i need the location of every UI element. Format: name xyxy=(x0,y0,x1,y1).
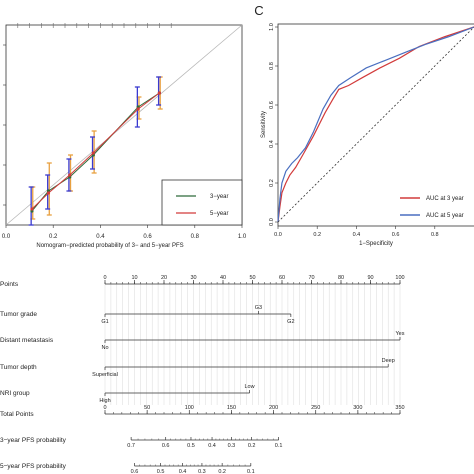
tick-label: 200 xyxy=(269,405,278,411)
ideal-line xyxy=(5,24,243,226)
legend-box xyxy=(161,179,243,226)
tick-label: 70 xyxy=(308,275,314,281)
probability-label: 0.2 xyxy=(248,443,256,449)
category-label: Superficial xyxy=(92,372,118,378)
probability-label: 0.2 xyxy=(218,469,226,474)
category-label: G3 xyxy=(255,305,262,311)
category-label: G1 xyxy=(101,319,108,325)
y-tick-label: 1.0 xyxy=(269,23,275,31)
roc-curve xyxy=(277,26,474,223)
row-label: Tumor grade xyxy=(0,311,37,318)
probability-label: 0.1 xyxy=(247,469,255,474)
legend-label: AUC at 5 year xyxy=(426,213,464,219)
tick-label: 300 xyxy=(353,405,362,411)
tick-label: 350 xyxy=(395,405,404,411)
category-label: No xyxy=(101,345,108,351)
tick-label: 90 xyxy=(367,275,373,281)
probability-label: 0.3 xyxy=(228,443,236,449)
x-tick-label: 0.8 xyxy=(191,234,200,240)
x-tick-label: 0.0 xyxy=(2,234,11,240)
tick-label: 40 xyxy=(220,275,226,281)
x-tick-label: 0.6 xyxy=(392,232,400,238)
calibration-point xyxy=(157,91,161,95)
x-axis-label: 1−Specificity xyxy=(359,241,393,247)
tick-label: 250 xyxy=(311,405,320,411)
x-tick-label: 1.0 xyxy=(238,234,247,240)
tick-label: 50 xyxy=(249,275,255,281)
calibration-point xyxy=(30,207,34,211)
tick-label: 0 xyxy=(103,275,106,281)
probability-label: 0.1 xyxy=(275,443,283,449)
row-label: 3−year PFS probability xyxy=(0,437,67,444)
probability-label: 0.6 xyxy=(162,443,170,449)
category-label: Deep xyxy=(382,358,395,364)
x-axis-label: Nomogram−predicted probability of 3− and… xyxy=(36,243,183,249)
y-tick-label: 0.6 xyxy=(269,101,275,109)
x-tick-label: 0.4 xyxy=(353,232,361,238)
category-label: G2 xyxy=(287,319,294,325)
probability-label: 0.3 xyxy=(198,469,206,474)
calibration-point xyxy=(91,151,95,155)
tick-label: 20 xyxy=(161,275,167,281)
x-tick-label: 0.4 xyxy=(96,234,105,240)
row-label: Total Points xyxy=(0,411,34,418)
calibration-plot: 0.0 0.2 0.4 0.6 0.8 1.0 Nomogram−predicted pro… xyxy=(2,23,247,249)
probability-label: 0.5 xyxy=(187,443,195,449)
legend-label: 3−year xyxy=(210,194,229,200)
calibration-point xyxy=(46,191,51,195)
row-label: NRI group xyxy=(0,390,30,397)
probability-label: 0.7 xyxy=(127,443,135,449)
x-tick-label: 0.2 xyxy=(49,234,58,240)
legend-label: AUC at 3 year xyxy=(426,196,464,202)
reference-diagonal xyxy=(277,26,474,223)
probability-label: 0.5 xyxy=(157,469,165,474)
y-tick-label: 0.4 xyxy=(269,140,275,148)
category-label: High xyxy=(99,398,110,404)
calibration-line xyxy=(31,92,160,212)
calibration-point xyxy=(136,107,140,111)
x-tick-label: 0.6 xyxy=(143,234,152,240)
tick-label: 50 xyxy=(144,405,150,411)
panel-c-letter: C xyxy=(254,3,263,18)
tick-label: 150 xyxy=(227,405,236,411)
y-tick-label: 0.8 xyxy=(269,62,275,70)
probability-label: 0.6 xyxy=(131,469,139,474)
calibration-point xyxy=(68,173,72,177)
tick-label: 10 xyxy=(131,275,137,281)
calibration-line xyxy=(31,92,160,210)
nomogram: Points 0 10 20 30 40 50 60 70 80 90 100 Tumor grade G… xyxy=(0,275,405,474)
y-axis-label: Sensitivity xyxy=(261,111,267,138)
probability-label: 0.4 xyxy=(208,443,216,449)
row-label: Distant metastasis xyxy=(0,337,54,344)
roc-curve xyxy=(277,26,474,223)
category-label: Yes xyxy=(396,331,405,337)
x-tick-label: 0.0 xyxy=(274,232,282,238)
row-label: Points xyxy=(0,281,19,288)
row-label: Tumor depth xyxy=(0,364,37,371)
roc-plot: 0.0 0.2 0.4 0.6 0.8 1.0 0.0 0.2 0.4 0.6 0.8 1−Speci… xyxy=(261,23,474,247)
tick-label: 30 xyxy=(190,275,196,281)
tick-label: 0 xyxy=(103,405,106,411)
category-label: Low xyxy=(245,384,255,390)
tick-label: 100 xyxy=(185,405,194,411)
y-tick-label: 0.2 xyxy=(269,179,275,187)
x-tick-label: 0.8 xyxy=(431,232,439,238)
y-tick-label: 0.0 xyxy=(269,218,275,226)
x-tick-label: 0.2 xyxy=(313,232,321,238)
tick-label: 80 xyxy=(338,275,344,281)
tick-label: 100 xyxy=(395,275,404,281)
roc-frame xyxy=(277,23,474,227)
tick-label: 60 xyxy=(279,275,285,281)
probability-label: 0.4 xyxy=(179,469,187,474)
legend-label: 5−year xyxy=(210,211,229,217)
row-label: 5−year PFS probability xyxy=(0,463,67,470)
